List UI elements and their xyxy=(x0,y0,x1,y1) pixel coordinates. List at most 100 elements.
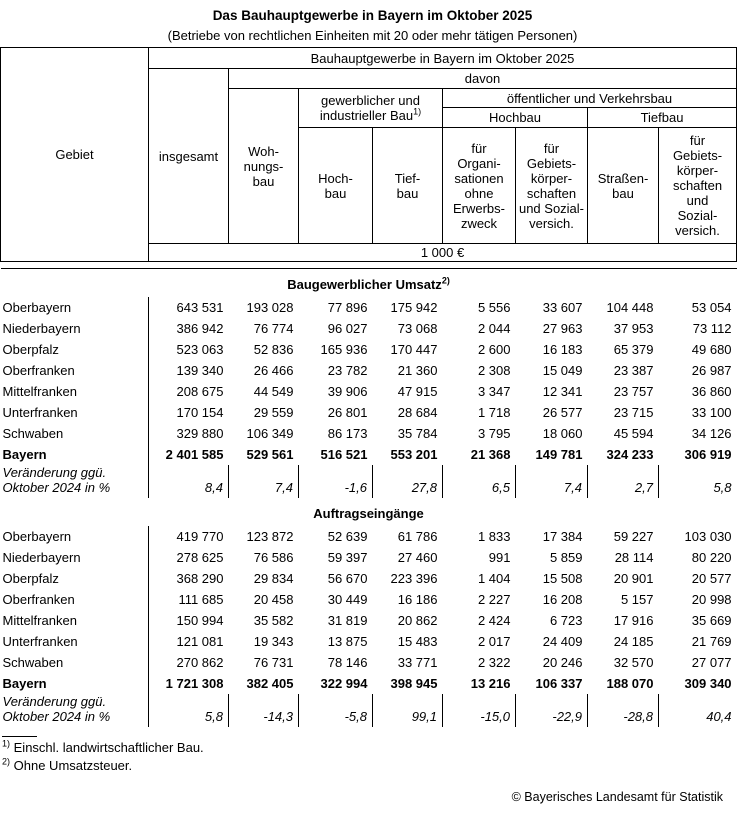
change-value-cell: 2,7 xyxy=(587,465,659,498)
value-cell: 77 896 xyxy=(327,300,368,315)
region-cell: Mittelfranken xyxy=(2,384,77,399)
value-cell: 165 936 xyxy=(320,342,368,357)
value-cell: 2 017 xyxy=(477,634,511,649)
footnote-1-marker: 1) xyxy=(2,738,11,749)
region-cell: Oberpfalz xyxy=(2,571,59,586)
value-cell: 36 860 xyxy=(691,384,732,399)
region-cell: Oberpfalz xyxy=(2,342,59,357)
value-cell: 35 784 xyxy=(397,426,438,441)
value-cell: 208 675 xyxy=(148,381,229,402)
value-cell: 398 945 xyxy=(390,676,438,691)
value-cell: 29 559 xyxy=(253,405,294,420)
change-value-cell: 5,8 xyxy=(148,694,229,727)
value-cell: 121 081 xyxy=(148,631,229,652)
value-cell: 3 795 xyxy=(477,426,511,441)
page-title: Das Bauhauptgewerbe in Bayern im Oktober… xyxy=(212,8,533,23)
change-value-cell: 40,4 xyxy=(657,694,737,727)
header-tiefbau-group: Tiefbau xyxy=(586,107,738,128)
value-cell: 16 186 xyxy=(397,592,438,607)
change-value-cell: 5,8 xyxy=(657,465,737,498)
value-cell: 991 xyxy=(488,550,511,565)
value-cell: 382 405 xyxy=(246,676,294,691)
value-cell: 37 953 xyxy=(613,321,654,336)
value-cell: 73 112 xyxy=(692,321,732,336)
value-cell: 78 146 xyxy=(327,655,368,670)
value-cell: 2 424 xyxy=(477,613,511,628)
value-cell: 16 183 xyxy=(542,342,583,357)
value-cell: 27 460 xyxy=(397,550,438,565)
value-cell: 33 100 xyxy=(691,405,732,420)
change-row: Veränderung ggü. Oktober 2024 in % 5,8 -14… xyxy=(1,694,737,727)
value-cell: 20 862 xyxy=(397,613,438,628)
value-cell: 26 987 xyxy=(691,363,732,378)
change-value-cell: 8,4 xyxy=(148,465,229,498)
value-cell: 24 409 xyxy=(542,634,583,649)
value-cell: 26 466 xyxy=(253,363,294,378)
header-oeffentlicher-verkehrsbau: öffentlicher und Verkehrsbau xyxy=(441,88,738,108)
change-value-cell: 99,1 xyxy=(372,694,443,727)
value-cell: 2 401 585 xyxy=(148,444,229,465)
region-cell: Mittelfranken xyxy=(2,613,77,628)
value-cell: 20 998 xyxy=(691,592,732,607)
table-row: Oberfranken 111 685 20 458 30 449 16 186 2 22… xyxy=(1,589,737,610)
change-value-cell: 7,4 xyxy=(515,465,588,498)
change-value-cell: -22,9 xyxy=(515,694,588,727)
table-row: Niederbayern 386 942 76 774 96 027 73 068 2 0… xyxy=(1,318,737,339)
change-value-cell: 27,8 xyxy=(372,465,443,498)
value-cell: 103 030 xyxy=(684,529,732,544)
value-cell: 175 942 xyxy=(390,300,438,315)
change-value-cell: 7,4 xyxy=(228,465,299,498)
region-cell: Oberbayern xyxy=(2,300,72,315)
value-cell: 278 625 xyxy=(148,547,229,568)
region-cell: Unterfranken xyxy=(2,634,78,649)
value-cell: 170 447 xyxy=(390,342,438,357)
value-cell: 20 246 xyxy=(542,655,583,670)
change-row: Veränderung ggü. Oktober 2024 in % 8,4 7,4… xyxy=(1,465,737,498)
value-cell: 80 220 xyxy=(691,550,732,565)
table-row: Bayern 2 401 585 529 561 516 521 553 201 21 3… xyxy=(1,444,737,465)
value-cell: 5 556 xyxy=(477,300,511,315)
region-cell: Bayern xyxy=(2,676,47,691)
region-cell: Bayern xyxy=(2,447,47,462)
value-cell: 643 531 xyxy=(148,297,229,318)
header-top-span: Bauhauptgewerbe in Bayern im Oktober 202… xyxy=(147,47,738,69)
table-row: Niederbayern 278 625 76 586 59 397 27 460 991… xyxy=(1,547,737,568)
value-cell: 17 916 xyxy=(613,613,654,628)
change-label-cell: Veränderung ggü. Oktober 2024 in % xyxy=(2,694,111,724)
value-cell: 1 718 xyxy=(477,405,511,420)
value-cell: 59 397 xyxy=(327,550,368,565)
value-cell: 53 054 xyxy=(691,300,732,315)
header-strassenbau: Straßen- bau xyxy=(587,127,659,244)
footnote-ref-1: 1) xyxy=(413,106,422,117)
value-cell: 2 322 xyxy=(477,655,511,670)
value-cell: 386 942 xyxy=(148,318,229,339)
footnote-1: 1) Einschl. landwirtschaftlicher Bau. xyxy=(2,738,745,756)
value-cell: 28 684 xyxy=(397,405,438,420)
header-unit: 1 000 € xyxy=(147,243,738,262)
value-cell: 3 347 xyxy=(477,384,511,399)
table-row: Schwaben 270 862 76 731 78 146 33 771 2 322 20… xyxy=(1,652,737,673)
value-cell: 76 774 xyxy=(253,321,294,336)
value-cell: 104 448 xyxy=(606,300,654,315)
change-value-cell: -15,0 xyxy=(442,694,516,727)
value-cell: 76 586 xyxy=(253,550,294,565)
value-cell: 23 757 xyxy=(613,384,654,399)
value-cell: 5 859 xyxy=(549,550,583,565)
value-cell: 27 077 xyxy=(691,655,732,670)
footnote-2-text: Ohne Umsatzsteuer. xyxy=(13,758,133,773)
value-cell: 193 028 xyxy=(246,300,294,315)
value-cell: 18 060 xyxy=(542,426,583,441)
header-gewerblicher-bau-line2: industrieller Bau xyxy=(319,108,414,123)
value-cell: 516 521 xyxy=(320,447,368,462)
value-cell: 47 915 xyxy=(397,384,438,399)
value-cell: 2 600 xyxy=(477,342,511,357)
value-cell: 106 337 xyxy=(535,676,583,691)
value-cell: 188 070 xyxy=(606,676,654,691)
section-title: Auftragseingänge xyxy=(313,505,424,521)
value-cell: 149 781 xyxy=(535,447,583,462)
region-cell: Schwaben xyxy=(2,655,64,670)
header-fuer-organisationen: für Organi- sationen ohne Erwerbs- zweck xyxy=(442,127,516,244)
region-cell: Unterfranken xyxy=(2,405,78,420)
table-row: Schwaben 329 880 106 349 86 173 35 784 3 795 1… xyxy=(1,423,737,444)
value-cell: 1 404 xyxy=(477,571,511,586)
